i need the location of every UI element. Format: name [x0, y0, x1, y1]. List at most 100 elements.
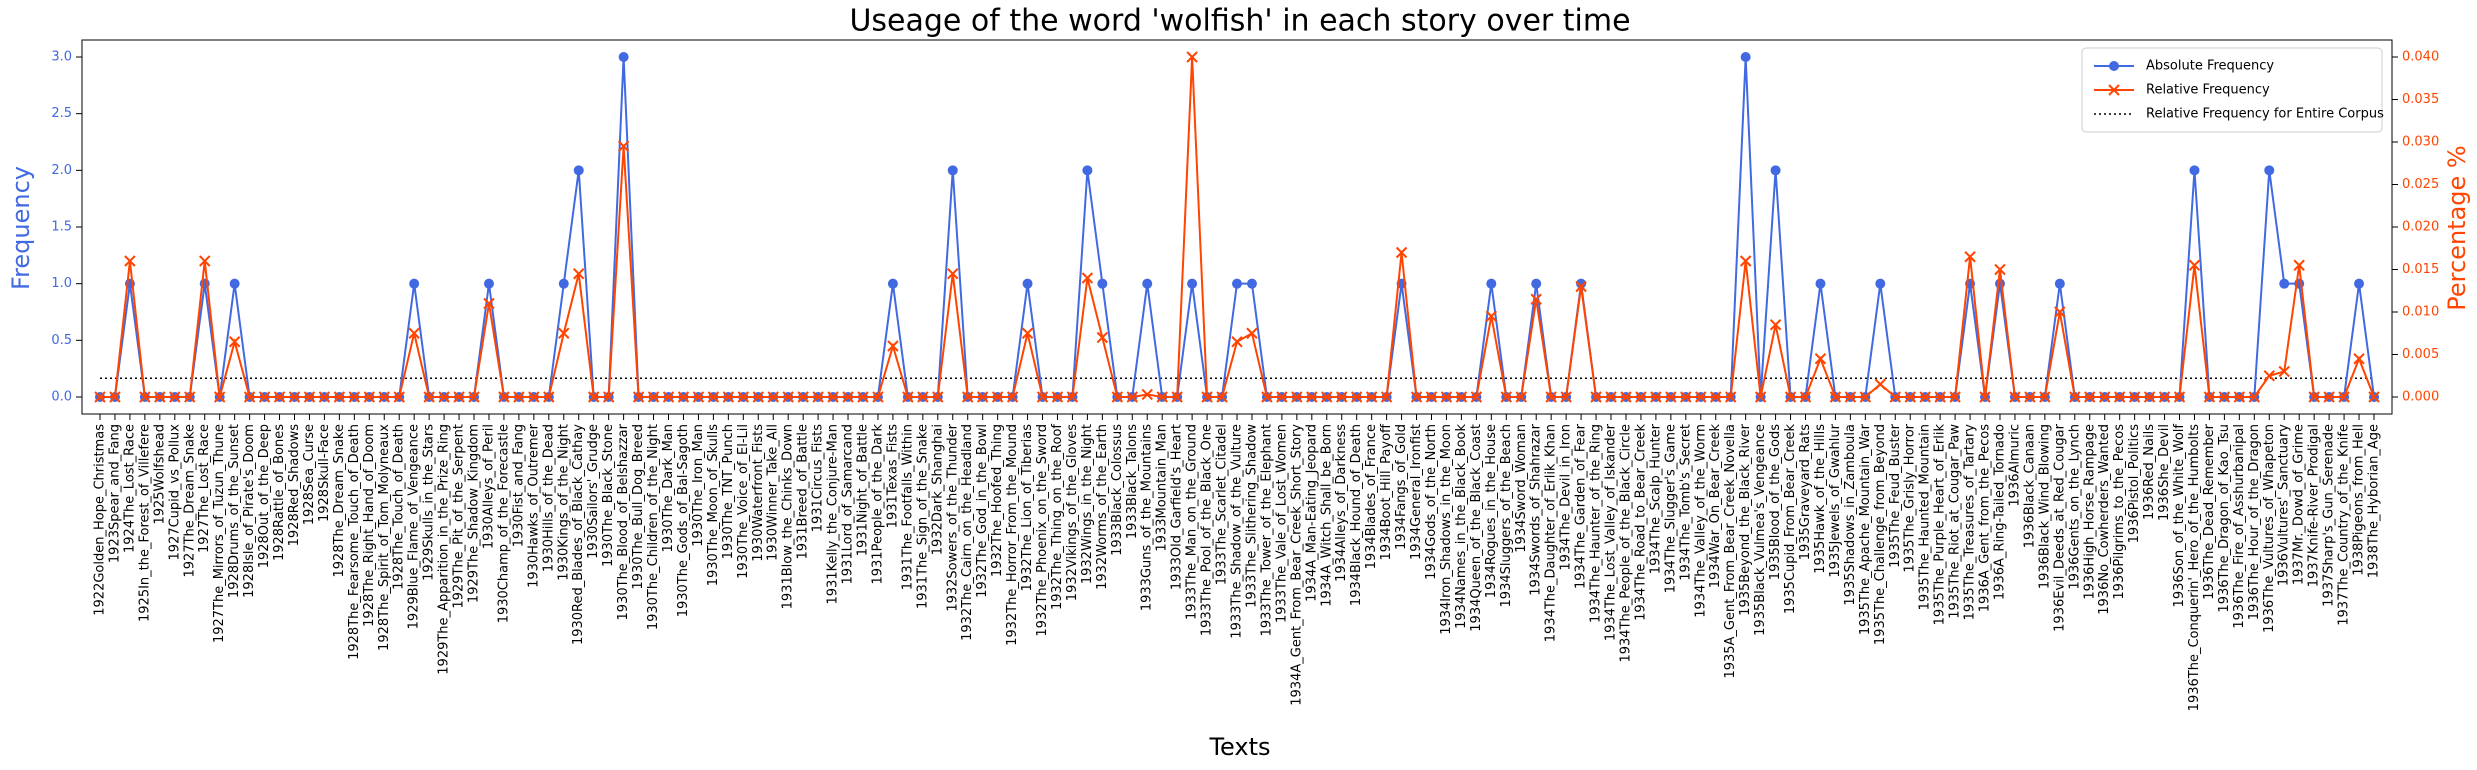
x-tick-label: 1934General_Ironfist: [1409, 424, 1424, 560]
x-tick-label: 1930Sailors'_Grudge: [586, 424, 601, 559]
x-tick-label: 1929The_Pit_of_the_Serpent: [452, 424, 467, 609]
series-line: [100, 56, 2375, 398]
x-tick-label: 1934The_Daughter_of_Erlik_Khan: [1544, 424, 1559, 642]
y-tick-label: 0.0: [51, 390, 72, 405]
x-tick-label: 1934A_Gent_From_Bear_Creek_Short_Story: [1289, 424, 1304, 706]
x-tick-label: 1935The_Purple_Heart_of_Erlik: [1933, 424, 1948, 626]
x-marker: [2203, 391, 2216, 403]
x-tick-label: 1934The_Road_to_Bear_Creek: [1633, 424, 1648, 621]
x-marker: [228, 336, 241, 348]
x-marker: [647, 391, 660, 403]
y2-tick-label: 0.040: [2402, 50, 2439, 65]
y-tick-label: 3.0: [51, 50, 72, 65]
x-marker: [139, 391, 151, 403]
x-marker: [1425, 391, 1438, 403]
x-marker: [962, 391, 974, 403]
x-marker: [1216, 391, 1228, 403]
x-tick-label: 1934The_People_of_the_Black_Circle: [1618, 424, 1633, 663]
x-tick-label: 1935The_Grisly_Horror: [1903, 423, 1918, 572]
x-marker: [1635, 391, 1647, 403]
x-marker: [1470, 391, 1483, 403]
x-marker: [2099, 391, 2111, 403]
x-marker: [2353, 353, 2365, 365]
x-tick-label: 1927The_Mirrors_of_Tuzun_Thune: [212, 424, 227, 643]
x-marker: [2143, 391, 2156, 403]
x-tick-label: 1932The_Cairn_on_the_Headland: [960, 424, 975, 641]
point-marker: [1815, 278, 1826, 289]
point-marker: [887, 278, 898, 289]
x-marker: [1650, 391, 1662, 403]
point-marker: [947, 165, 958, 176]
x-marker: [1844, 391, 1857, 403]
x-tick-label: 1932Sowers_of_the_Thunder: [945, 423, 960, 611]
x-tick-label: 1935Cupid_From_Bear_Creek: [1783, 424, 1798, 615]
x-marker: [184, 391, 196, 403]
point-marker: [1232, 278, 1242, 289]
x-tick-label: 1935Hawk_of_the_Hills: [1813, 424, 1828, 574]
point-marker: [1082, 165, 1093, 176]
x-tick-label: 1933Old_Garfield's_Heart: [1170, 424, 1185, 590]
x-tick-label: 1930The_TNT_Punch: [721, 424, 736, 559]
x-marker: [1964, 251, 1976, 263]
x-marker: [213, 391, 226, 403]
x-tick-label: 1928Sea_Curse: [302, 424, 317, 525]
x-marker: [1575, 280, 1587, 293]
x-marker: [1036, 391, 1049, 403]
point-marker: [2279, 278, 2290, 289]
x-tick-label: 1930The_Blood_of_Belshazzar: [616, 423, 631, 620]
x-tick-label: 1935Beyond_the_Black_River: [1738, 423, 1753, 615]
x-tick-label: 1936A_Gent_from_the_Pecos: [1978, 424, 1993, 612]
x-tick-label: 1937Knife-River_Prodigal: [2307, 424, 2322, 587]
x-marker: [1889, 391, 1901, 403]
x-marker: [1336, 391, 1348, 403]
x-tick-label: 1934A_Witch_Shall_be_Born: [1319, 424, 1334, 607]
x-tick-label: 1935Graveyard_Rats: [1798, 424, 1813, 560]
point-marker: [1097, 278, 1108, 289]
x-marker: [1455, 391, 1468, 403]
point-marker: [409, 278, 420, 289]
x-marker: [1784, 391, 1797, 403]
x-tick-label: 1928Drums_of_the_Sunset: [227, 424, 242, 598]
x-marker: [543, 391, 555, 403]
y2-tick-label: 0.035: [2402, 92, 2439, 107]
legend: Absolute Frequency Relative Frequency Rela…: [2081, 47, 2384, 133]
x-marker: [602, 391, 615, 403]
x-tick-label: 1936Son_of_the_White_Wolf: [2172, 424, 2187, 608]
x-tick-label: 1929The_Apparition_in_the_Prize_Ring: [437, 424, 452, 675]
x-marker: [617, 140, 630, 152]
x-marker: [109, 391, 121, 403]
y2-tick-label: 0.020: [2402, 220, 2439, 235]
x-tick-label: 1930The_Children_of_the_Night: [646, 424, 661, 630]
x-tick-label: 1928The_Fearsome_Touch_of_Death: [347, 424, 362, 660]
x-tick-label: 1937Sharp's_Gun_Serenade: [2322, 424, 2337, 607]
x-tick-label: 1936Pilgrims_to_the_Pecos: [2112, 424, 2127, 600]
x-marker: [2263, 370, 2275, 382]
x-marker: [2218, 391, 2231, 403]
x-marker: [1141, 388, 1153, 401]
x-marker: [1695, 391, 1707, 403]
x-marker: [408, 327, 420, 339]
x-tick-label: 1931The_Footfalls_Within: [900, 424, 915, 590]
x-tick-label: 1934Gods_of_the_North: [1424, 424, 1439, 580]
x-marker: [857, 391, 869, 403]
x-marker: [1874, 378, 1887, 390]
x-tick-label: 1937Mr._Dowd_of_Grime: [2292, 424, 2307, 585]
x-tick-label: 1931Texas_Fists: [885, 424, 900, 529]
x-marker: [1051, 391, 1064, 403]
x-marker: [722, 391, 735, 403]
x-marker: [2368, 391, 2380, 403]
y2-tick-label: 0.025: [2402, 177, 2439, 192]
x-marker: [498, 391, 510, 403]
x-marker: [1126, 391, 1138, 403]
x-marker: [1321, 391, 1333, 403]
x-marker: [1979, 391, 1991, 403]
x-tick-label: 1934Iron_Shadows_in_the_Moon: [1439, 424, 1454, 635]
y-tick-label: 1.0: [51, 276, 72, 291]
x-tick-label: 1936The_Dragon_of_Kao_Tsu: [2217, 424, 2232, 613]
x-tick-label: 1931Night_of_Battle: [855, 424, 870, 556]
x-tick-label: 1932Wings_in_the_Night: [1080, 424, 1095, 584]
x-marker: [438, 391, 450, 403]
x-tick-label: 1930The_Gods_of_Bal-Sagoth: [676, 424, 691, 617]
x-marker: [2128, 391, 2141, 403]
